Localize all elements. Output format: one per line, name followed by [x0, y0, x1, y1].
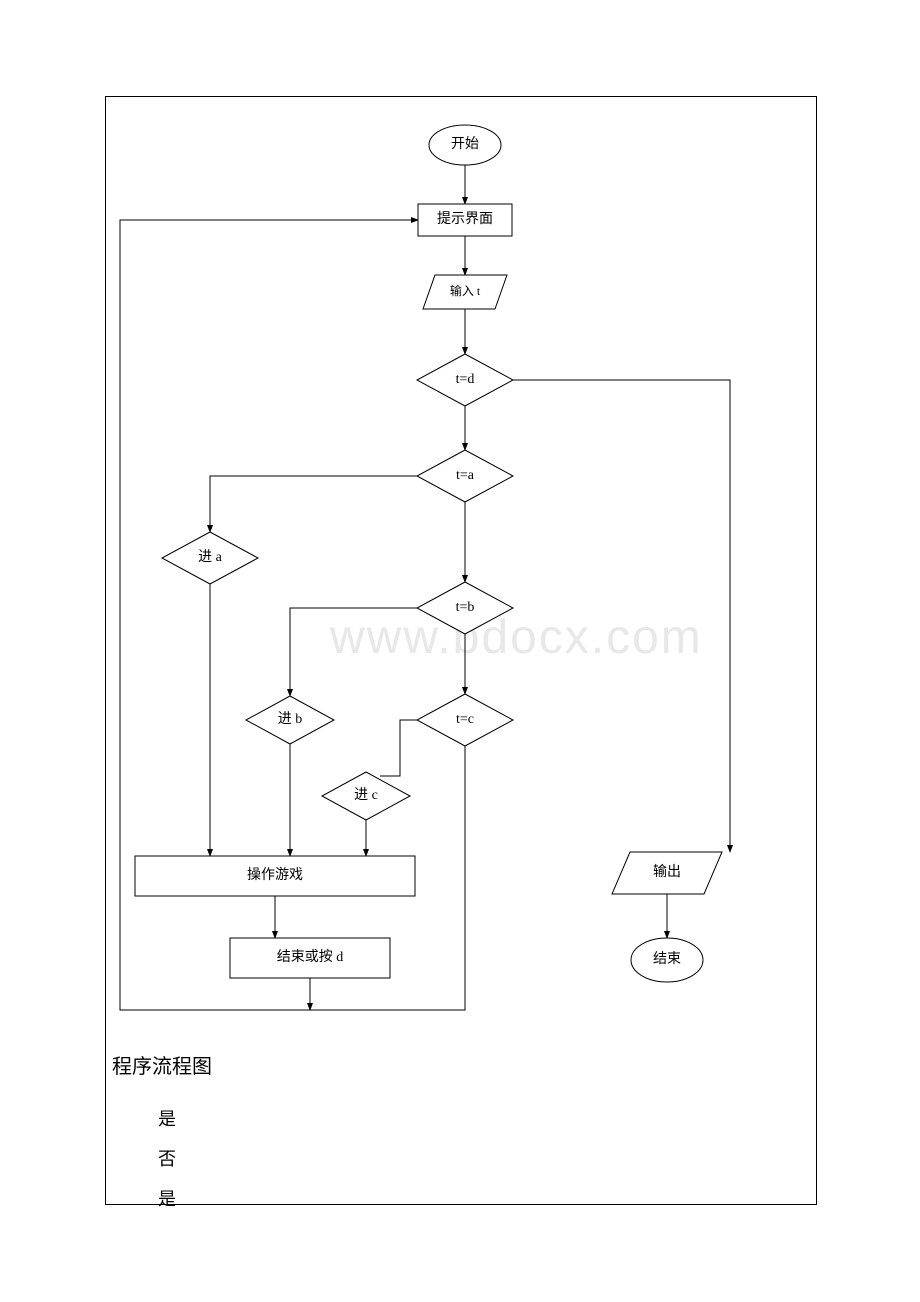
edge	[210, 476, 417, 532]
node-label-tc: t=c	[456, 712, 474, 727]
page: www.bdocx.com 开始提示界面输入 tt=dt=a进 at=b进 bt…	[0, 0, 920, 1302]
node-label-play: 操作游戏	[247, 867, 303, 883]
edge	[513, 380, 730, 852]
edge	[380, 720, 417, 776]
node-label-prompt: 提示界面	[437, 211, 493, 227]
node-label-end: 结束	[653, 951, 681, 967]
node-label-start: 开始	[451, 136, 479, 152]
node-label-input: 输入 t	[450, 283, 481, 298]
node-label-tb: t=b	[456, 600, 475, 615]
label-yes-2: 是	[158, 1185, 176, 1211]
flowchart-svg: 开始提示界面输入 t t=d t=a 进 a t=b 进 b t=c 进 c 操作游戏结束或按 …	[0, 0, 920, 1302]
caption: 程序流程图	[112, 1050, 212, 1079]
node-label-output: 输出	[653, 864, 681, 880]
node-label-jb: 进 b	[278, 711, 303, 727]
label-no: 否	[158, 1145, 176, 1171]
node-label-td: t=d	[456, 372, 475, 387]
node-label-endd: 结束或按 d	[277, 949, 344, 965]
node-label-jc: 进 c	[354, 787, 378, 803]
node-label-ta: t=a	[456, 468, 475, 483]
edge	[290, 608, 417, 696]
node-label-ja: 进 a	[198, 549, 222, 565]
label-yes-1: 是	[158, 1105, 176, 1131]
